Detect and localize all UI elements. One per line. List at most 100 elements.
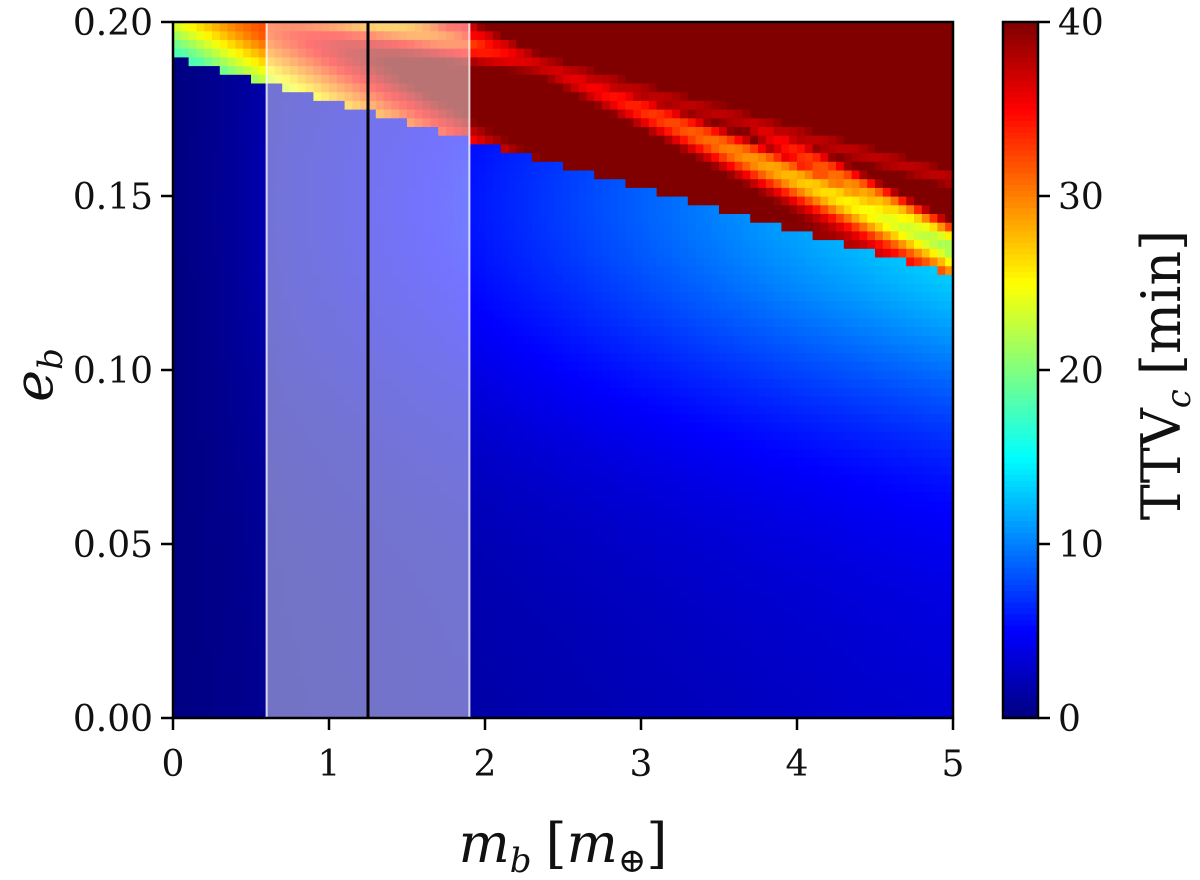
heatmap-cell bbox=[485, 709, 494, 718]
heatmap-cell bbox=[282, 622, 291, 632]
heatmap-cell bbox=[290, 517, 299, 528]
heatmap-cell bbox=[329, 169, 338, 180]
heatmap-cell bbox=[297, 413, 307, 423]
heatmap-cell bbox=[313, 126, 322, 136]
heatmap-cell bbox=[586, 665, 595, 676]
heatmap-cell bbox=[414, 639, 424, 649]
heatmap-cell bbox=[290, 509, 299, 519]
heatmap-cell bbox=[243, 48, 252, 58]
heatmap-cell bbox=[251, 691, 260, 702]
heatmap-cell bbox=[375, 683, 385, 693]
heatmap-cell bbox=[383, 491, 392, 502]
heatmap-cell bbox=[235, 204, 244, 214]
heatmap-cell bbox=[297, 178, 307, 188]
heatmap-cell bbox=[617, 65, 626, 75]
heatmap-cell bbox=[531, 204, 541, 214]
heatmap-cell bbox=[438, 657, 447, 667]
heatmap-cell bbox=[368, 317, 377, 328]
heatmap-cell bbox=[492, 169, 502, 180]
heatmap-cell bbox=[594, 561, 603, 571]
heatmap-cell bbox=[648, 256, 658, 267]
heatmap-cell bbox=[617, 526, 626, 536]
heatmap-cell bbox=[258, 361, 268, 371]
heatmap-cell bbox=[391, 30, 400, 40]
heatmap-cell bbox=[313, 300, 322, 310]
heatmap-cell bbox=[336, 570, 346, 580]
heatmap-cell bbox=[227, 404, 236, 415]
heatmap-cell bbox=[539, 691, 548, 702]
heatmap-cell bbox=[531, 561, 541, 571]
heatmap-cell bbox=[648, 404, 658, 415]
heatmap-cell bbox=[446, 587, 455, 597]
heatmap-cell bbox=[609, 248, 619, 258]
heatmap-cell bbox=[477, 265, 486, 275]
heatmap-cell bbox=[375, 439, 385, 449]
heatmap-cell bbox=[524, 274, 533, 284]
heatmap-cell bbox=[578, 700, 587, 710]
heatmap-cell bbox=[407, 309, 416, 319]
heatmap-cell bbox=[438, 483, 447, 493]
heatmap-cell bbox=[641, 169, 650, 180]
heatmap-cell bbox=[461, 265, 470, 275]
heatmap-cell bbox=[352, 256, 361, 267]
heatmap-cell bbox=[586, 343, 595, 354]
heatmap-cell bbox=[258, 248, 268, 258]
heatmap-cell bbox=[524, 326, 533, 336]
heatmap-cell bbox=[173, 439, 182, 449]
heatmap-cell bbox=[453, 74, 463, 84]
heatmap-cell bbox=[422, 74, 431, 84]
heatmap-cell bbox=[414, 665, 424, 676]
heatmap-cell bbox=[633, 39, 642, 49]
heatmap-cell bbox=[422, 152, 431, 162]
heatmap-cell bbox=[594, 187, 603, 197]
heatmap-cell bbox=[313, 22, 322, 32]
heatmap-cell bbox=[336, 291, 346, 301]
heatmap-cell bbox=[500, 613, 509, 623]
heatmap-cell bbox=[204, 335, 213, 345]
heatmap-cell bbox=[586, 526, 595, 536]
heatmap-cell bbox=[173, 152, 182, 162]
heatmap-cell bbox=[375, 700, 385, 710]
heatmap-cell bbox=[212, 317, 221, 328]
heatmap-cell bbox=[173, 526, 182, 536]
heatmap-cell bbox=[500, 300, 509, 310]
heatmap-cell bbox=[313, 604, 322, 615]
heatmap-cell bbox=[258, 587, 268, 597]
heatmap-cell bbox=[648, 422, 658, 432]
heatmap-cell bbox=[609, 169, 619, 180]
heatmap-cell bbox=[235, 309, 244, 319]
heatmap-cell bbox=[204, 657, 213, 667]
heatmap-cell bbox=[391, 152, 400, 162]
heatmap-cell bbox=[368, 448, 377, 458]
heatmap-cell bbox=[212, 65, 221, 75]
heatmap-cell bbox=[180, 604, 190, 615]
heatmap-cell bbox=[368, 335, 377, 345]
heatmap-cell bbox=[391, 239, 400, 249]
heatmap-cell bbox=[578, 48, 587, 58]
heatmap-cell bbox=[219, 56, 229, 67]
heatmap-cell bbox=[344, 361, 353, 371]
heatmap-cell bbox=[266, 674, 275, 684]
heatmap-cell bbox=[547, 457, 556, 467]
heatmap-cell bbox=[313, 500, 322, 510]
heatmap-cell bbox=[594, 457, 603, 467]
heatmap-cell bbox=[625, 657, 634, 667]
heatmap-cell bbox=[547, 256, 556, 267]
heatmap-cell bbox=[204, 248, 213, 258]
heatmap-cell bbox=[243, 283, 252, 293]
heatmap-cell bbox=[602, 404, 611, 415]
heatmap-cell bbox=[617, 457, 626, 467]
heatmap-cell bbox=[570, 65, 580, 75]
heatmap-cell bbox=[453, 48, 463, 58]
heatmap-cell bbox=[282, 343, 291, 354]
heatmap-cell bbox=[368, 169, 377, 180]
heatmap-cell bbox=[602, 439, 611, 449]
heatmap-cell bbox=[609, 283, 619, 293]
heatmap-cell bbox=[602, 248, 611, 258]
heatmap-cell bbox=[625, 665, 634, 676]
heatmap-cell bbox=[648, 596, 658, 606]
heatmap-cell bbox=[274, 491, 283, 502]
heatmap-cell bbox=[407, 657, 416, 667]
heatmap-cell bbox=[235, 39, 244, 49]
heatmap-cell bbox=[586, 265, 595, 275]
